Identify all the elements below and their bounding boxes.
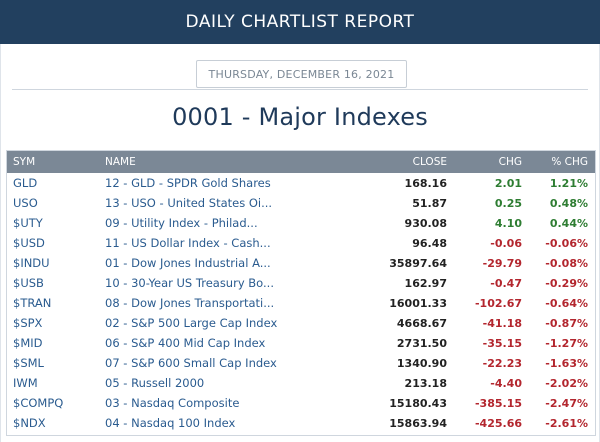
header-title: DAILY CHARTLIST REPORT xyxy=(185,12,415,32)
report-title: 0001 - Major Indexes xyxy=(172,103,428,131)
report-header: DAILY CHARTLIST REPORT xyxy=(0,0,600,44)
column-header-sym[interactable]: SYM xyxy=(13,156,36,168)
row-name[interactable]: 12 - GLD - SPDR Gold Shares xyxy=(105,176,271,190)
table-row[interactable]: GLD 12 - GLD - SPDR Gold Shares 168.16 2.01… xyxy=(7,173,595,193)
row-symbol[interactable]: $USB xyxy=(13,276,44,290)
row-percent-change: -0.06% xyxy=(545,236,588,250)
table-row[interactable]: $INDU 01 - Dow Jones Industrial A... 35897… xyxy=(7,253,595,273)
row-percent-change: -0.29% xyxy=(545,276,588,290)
row-percent-change: -1.27% xyxy=(545,336,588,350)
row-percent-change: -0.87% xyxy=(545,316,588,330)
row-symbol[interactable]: $COMPQ xyxy=(13,396,64,410)
table-row[interactable]: $COMPQ 03 - Nasdaq Composite 15180.43 -385.… xyxy=(7,393,595,413)
row-close: 1340.90 xyxy=(396,356,447,370)
row-change: 2.01 xyxy=(494,176,522,190)
row-close: 4668.67 xyxy=(396,316,447,330)
row-change: 4.10 xyxy=(494,216,522,230)
row-percent-change: -0.08% xyxy=(545,256,588,270)
row-name[interactable]: 11 - US Dollar Index - Cash... xyxy=(105,236,271,250)
row-close: 51.87 xyxy=(412,196,447,210)
table-row[interactable]: $SML 07 - S&P 600 Small Cap Index 1340.90 -… xyxy=(7,353,595,373)
row-symbol[interactable]: GLD xyxy=(13,176,38,190)
row-change: -102.67 xyxy=(474,296,522,310)
table-row[interactable]: IWM 05 - Russell 2000 213.18 -4.40 -2.02% xyxy=(7,373,595,393)
row-change: -41.18 xyxy=(482,316,522,330)
row-symbol[interactable]: $NDX xyxy=(13,416,46,430)
row-percent-change: -1.63% xyxy=(545,356,588,370)
row-percent-change: -0.64% xyxy=(545,296,588,310)
column-header-name[interactable]: NAME xyxy=(105,156,136,168)
row-symbol[interactable]: $MID xyxy=(13,336,43,350)
row-close: 930.08 xyxy=(404,216,447,230)
row-change: -4.40 xyxy=(490,376,522,390)
column-header-pct[interactable]: % CHG xyxy=(551,156,588,168)
row-change: -22.23 xyxy=(482,356,522,370)
row-close: 213.18 xyxy=(404,376,447,390)
table-row[interactable]: $NDX 04 - Nasdaq 100 Index 15863.94 -425.66… xyxy=(7,413,595,433)
row-change: -29.79 xyxy=(482,256,522,270)
row-name[interactable]: 10 - 30-Year US Treasury Bo... xyxy=(105,276,274,290)
row-close: 35897.64 xyxy=(389,256,447,270)
row-close: 168.16 xyxy=(404,176,447,190)
row-change: -0.06 xyxy=(490,236,522,250)
row-name[interactable]: 03 - Nasdaq Composite xyxy=(105,396,240,410)
date-divider xyxy=(12,89,588,90)
table-row[interactable]: $MID 06 - S&P 400 Mid Cap Index 2731.50 -35… xyxy=(7,333,595,353)
row-close: 2731.50 xyxy=(396,336,447,350)
table-row[interactable]: USO 13 - USO - United States Oi... 51.87 0.… xyxy=(7,193,595,213)
row-symbol[interactable]: $SPX xyxy=(13,316,43,330)
row-symbol[interactable]: $INDU xyxy=(13,256,50,270)
row-close: 15863.94 xyxy=(389,416,447,430)
row-name[interactable]: 09 - Utility Index - Philad... xyxy=(105,216,258,230)
table-row[interactable]: $TRAN 08 - Dow Jones Transportati... 16001… xyxy=(7,293,595,313)
row-percent-change: -2.02% xyxy=(545,376,588,390)
table-header: SYM NAME CLOSE CHG % CHG xyxy=(7,151,595,173)
row-name[interactable]: 08 - Dow Jones Transportati... xyxy=(105,296,275,310)
row-change: -0.47 xyxy=(490,276,522,290)
row-name[interactable]: 13 - USO - United States Oi... xyxy=(105,196,273,210)
row-name[interactable]: 01 - Dow Jones Industrial A... xyxy=(105,256,271,270)
row-name[interactable]: 02 - S&P 500 Large Cap Index xyxy=(105,316,278,330)
table-body: GLD 12 - GLD - SPDR Gold Shares 168.16 2.01… xyxy=(7,173,595,433)
row-name[interactable]: 06 - S&P 400 Mid Cap Index xyxy=(105,336,266,350)
row-close: 16001.33 xyxy=(389,296,447,310)
row-symbol[interactable]: USO xyxy=(13,196,38,210)
row-percent-change: -2.61% xyxy=(545,416,588,430)
row-symbol[interactable]: $TRAN xyxy=(13,296,52,310)
row-close: 15180.43 xyxy=(389,396,447,410)
row-symbol[interactable]: $SML xyxy=(13,356,44,370)
row-change: -35.15 xyxy=(482,336,522,350)
report-date: THURSDAY, DECEMBER 16, 2021 xyxy=(196,60,407,88)
row-percent-change: 0.48% xyxy=(549,196,588,210)
row-name[interactable]: 07 - S&P 600 Small Cap Index xyxy=(105,356,277,370)
row-percent-change: 0.44% xyxy=(549,216,588,230)
column-header-chg[interactable]: CHG xyxy=(498,156,522,168)
row-percent-change: 1.21% xyxy=(549,176,588,190)
row-name[interactable]: 05 - Russell 2000 xyxy=(105,376,205,390)
row-change: -425.66 xyxy=(474,416,522,430)
row-name[interactable]: 04 - Nasdaq 100 Index xyxy=(105,416,236,430)
row-change: -385.15 xyxy=(474,396,522,410)
row-change: 0.25 xyxy=(494,196,522,210)
table-row[interactable]: $UTY 09 - Utility Index - Philad... 930.08… xyxy=(7,213,595,233)
row-close: 96.48 xyxy=(412,236,447,250)
row-symbol[interactable]: $USD xyxy=(13,236,45,250)
table-row[interactable]: $SPX 02 - S&P 500 Large Cap Index 4668.67 -… xyxy=(7,313,595,333)
column-header-close[interactable]: CLOSE xyxy=(412,156,447,168)
table-row[interactable]: $USB 10 - 30-Year US Treasury Bo... 162.97… xyxy=(7,273,595,293)
index-table: SYM NAME CLOSE CHG % CHG GLD 12 - GLD - S… xyxy=(6,150,596,436)
row-close: 162.97 xyxy=(404,276,447,290)
table-row[interactable]: $USD 11 - US Dollar Index - Cash... 96.48 -… xyxy=(7,233,595,253)
row-symbol[interactable]: $UTY xyxy=(13,216,43,230)
row-symbol[interactable]: IWM xyxy=(13,376,38,390)
row-percent-change: -2.47% xyxy=(545,396,588,410)
